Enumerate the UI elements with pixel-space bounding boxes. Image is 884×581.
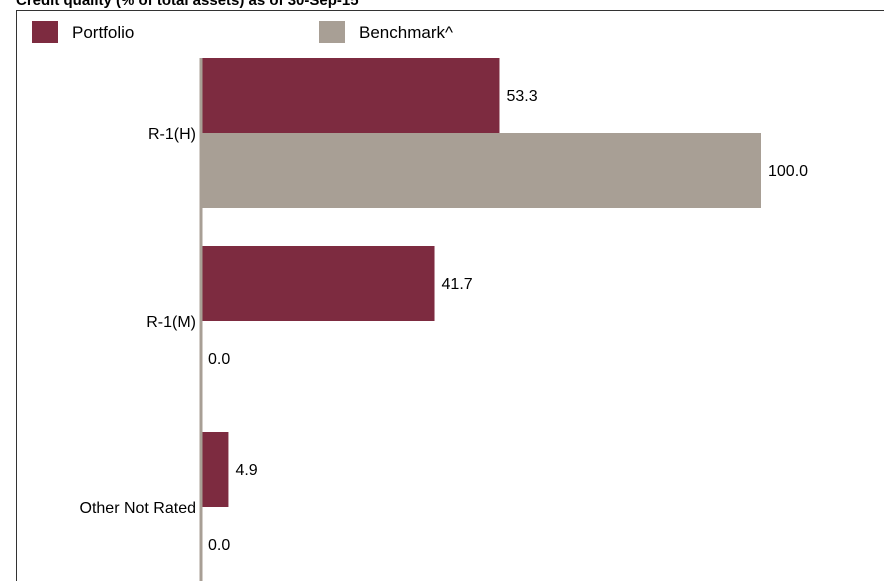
bars (201, 58, 761, 507)
legend: Portfolio Benchmark^ (32, 21, 453, 43)
category-label-1: R-1(M) (146, 314, 196, 331)
legend-label-benchmark: Benchmark^ (359, 23, 453, 42)
chart-title: Credit quality (% of total assets) as of… (16, 0, 359, 9)
value-label-benchmark-2: 0.0 (208, 537, 230, 554)
value-label-benchmark-1: 0.0 (208, 351, 230, 368)
value-label-benchmark-0: 100.0 (768, 163, 808, 180)
value-label-portfolio-2: 4.9 (235, 462, 257, 479)
category-labels: R-1(H) R-1(M) Other Not Rated (80, 126, 197, 517)
bar-portfolio-2 (201, 432, 229, 507)
value-label-portfolio-1: 41.7 (442, 276, 473, 293)
value-labels: 53.3 100.0 41.7 0.0 4.9 0.0 (208, 88, 808, 554)
legend-swatch-portfolio (32, 21, 58, 43)
value-label-portfolio-0: 53.3 (506, 88, 537, 105)
category-label-2: Other Not Rated (80, 500, 197, 517)
category-label-0: R-1(H) (148, 126, 196, 143)
bar-benchmark-0 (201, 133, 761, 208)
legend-label-portfolio: Portfolio (72, 23, 134, 42)
legend-swatch-benchmark (319, 21, 345, 43)
bar-portfolio-1 (201, 246, 435, 321)
bar-portfolio-0 (201, 58, 500, 133)
chart-frame (16, 10, 884, 581)
